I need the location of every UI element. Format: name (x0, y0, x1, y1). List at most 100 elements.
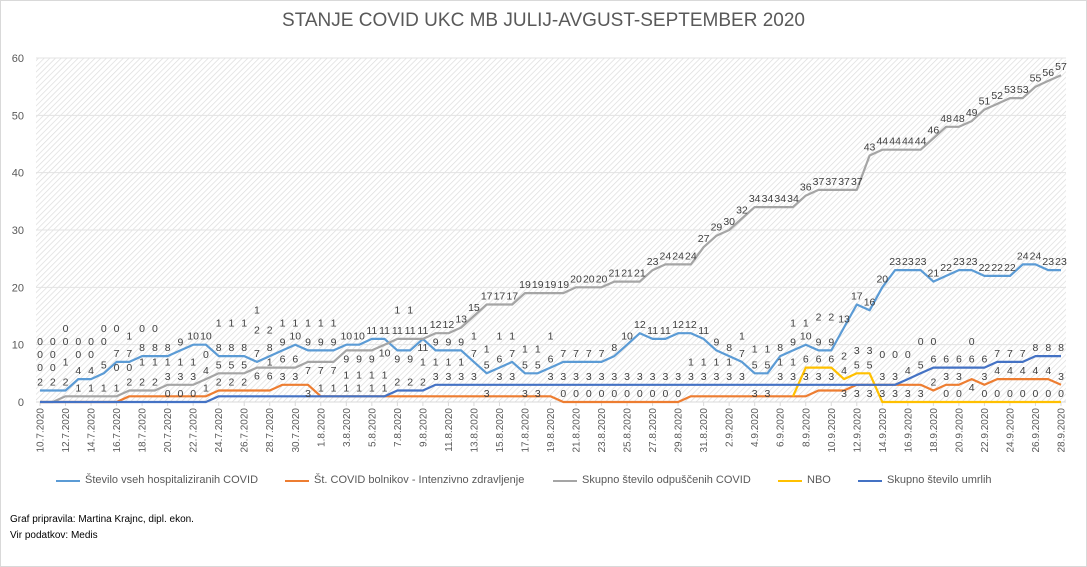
data-label: 11 (379, 325, 390, 337)
data-label: 5 (867, 359, 873, 371)
data-label: 0 (994, 388, 1000, 400)
data-label: 2 (828, 312, 834, 324)
data-label: 3 (879, 388, 885, 400)
data-label: 0 (177, 388, 183, 400)
x-tick-label: 23.8.2020 (597, 408, 608, 453)
data-label: 3 (726, 371, 732, 383)
data-label: 2 (126, 377, 132, 389)
data-label: 6 (292, 354, 298, 366)
data-label: 5 (229, 359, 235, 371)
data-label: 27 (698, 233, 710, 245)
y-tick-label: 20 (12, 282, 24, 294)
data-label: 3 (458, 371, 464, 383)
data-label: 20 (876, 273, 888, 285)
x-tick-label: 12.7.2020 (61, 408, 72, 453)
data-label: 0 (152, 323, 158, 335)
data-label: 1 (739, 330, 745, 342)
data-label: 24 (1017, 250, 1029, 262)
data-label: 10 (800, 331, 812, 343)
data-label: 5 (484, 359, 490, 371)
data-label: 3 (662, 371, 668, 383)
data-label: 4 (905, 365, 911, 377)
legend-discharged: Skupno število odpuščenih COVID (553, 474, 751, 487)
legend-label: NBO (807, 474, 831, 486)
data-label: 12 (634, 319, 646, 331)
x-tick-label: 5.8.2020 (367, 408, 378, 447)
data-label: 6 (816, 354, 822, 366)
data-label: 0 (139, 323, 145, 335)
data-label: 9 (305, 336, 311, 348)
data-label: 8 (777, 342, 783, 354)
legend-swatch (285, 479, 309, 482)
data-label: 22 (1004, 262, 1016, 274)
x-tick-label: 3.8.2020 (342, 408, 353, 447)
data-label: 1 (433, 356, 439, 368)
data-label: 23 (647, 256, 659, 268)
data-label: 3 (535, 388, 541, 400)
data-label: 23 (1042, 256, 1054, 268)
y-tick-label: 0 (18, 397, 24, 409)
data-label: 7 (509, 348, 515, 360)
data-label: 3 (816, 371, 822, 383)
data-label: 2 (37, 377, 43, 389)
legend-swatch (858, 479, 882, 482)
data-label: 0 (611, 388, 617, 400)
data-label: 3 (828, 371, 834, 383)
data-label: 4 (994, 365, 1000, 377)
data-label: 8 (1058, 342, 1064, 354)
data-label: 1 (726, 356, 732, 368)
data-label: 1 (548, 330, 554, 342)
data-label: 3 (892, 388, 898, 400)
data-label: 37 (838, 176, 850, 188)
y-tick-label: 50 (12, 110, 24, 122)
x-tick-label: 25.8.2020 (623, 408, 634, 453)
data-label: 10 (621, 331, 633, 343)
data-label: 0 (114, 323, 120, 335)
data-label: 3 (509, 371, 515, 383)
data-label: 9 (280, 336, 286, 348)
data-label: 1 (382, 382, 388, 394)
data-label: 48 (940, 113, 952, 125)
data-label: 3 (599, 371, 605, 383)
data-label: 1 (331, 382, 337, 394)
x-tick-label: 7.8.2020 (393, 408, 404, 447)
data-label: 57 (1055, 61, 1067, 73)
data-label: 0 (650, 388, 656, 400)
data-label: 16 (864, 296, 876, 308)
data-label: 13 (838, 313, 850, 325)
data-label: 0 (982, 388, 988, 400)
data-label: 0 (101, 323, 107, 335)
data-label: 23 (953, 256, 965, 268)
data-label: 1 (407, 304, 413, 316)
data-label: 23 (966, 256, 978, 268)
legend-swatch (553, 479, 577, 482)
data-label: 9 (713, 336, 719, 348)
data-label: 11 (366, 325, 377, 337)
data-label: 1 (331, 317, 337, 329)
data-label: 1 (471, 330, 477, 342)
data-label: 2 (50, 377, 56, 389)
legend-hospitalized: Število vseh hospitaliziranih COVID (56, 474, 258, 487)
data-label: 6 (254, 371, 260, 383)
data-label: 15 (468, 302, 480, 314)
data-label: 30 (723, 216, 735, 228)
data-label: 3 (1058, 371, 1064, 383)
data-label: 46 (928, 124, 940, 136)
data-label: 34 (749, 193, 761, 205)
data-label: 2 (394, 377, 400, 389)
data-label: 0 (1020, 388, 1026, 400)
x-tick-label: 10.7.2020 (36, 408, 47, 453)
x-tick-label: 14.9.2020 (878, 408, 889, 453)
data-label: 12 (430, 319, 442, 331)
data-label: 0 (599, 388, 605, 400)
data-label: 5 (535, 359, 541, 371)
legend-icu: Št. COVID bolnikov - Intenzivno zdravlje… (285, 474, 524, 487)
data-label: 9 (394, 353, 400, 365)
data-label: 37 (813, 176, 825, 188)
data-label: 6 (803, 354, 809, 366)
data-label: 1 (305, 317, 311, 329)
legend-label: Skupno število umrlih (887, 474, 992, 486)
data-label: 1 (75, 382, 81, 394)
x-tick-label: 6.9.2020 (776, 408, 787, 447)
data-label: 0 (1045, 388, 1051, 400)
